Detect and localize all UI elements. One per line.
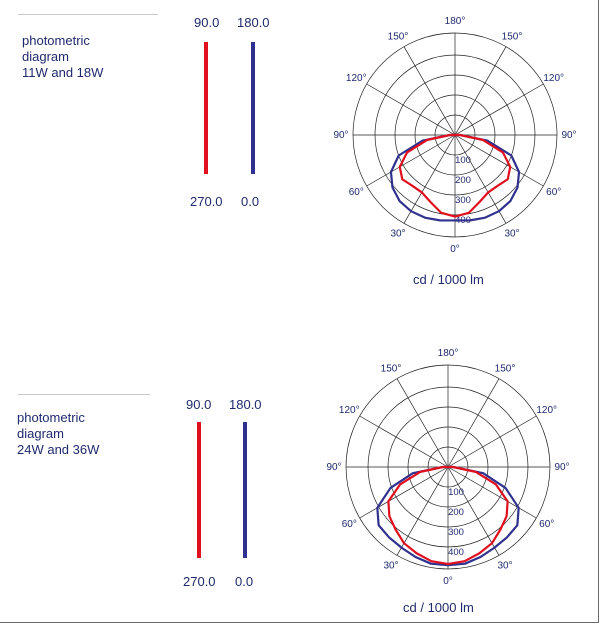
- angle-label: 30°: [390, 229, 405, 240]
- angle-label: 30°: [504, 229, 519, 240]
- grid-spoke: [454, 134, 544, 187]
- angle-label: 120°: [543, 73, 564, 84]
- grid-spoke: [403, 134, 456, 224]
- caption-line: 11W and 18W: [22, 65, 104, 80]
- blue-distribution-curve: [389, 133, 521, 222]
- angle-label: 90°: [554, 462, 569, 473]
- grid-spoke: [454, 46, 507, 136]
- grid-spoke: [359, 415, 449, 468]
- divider-line: [18, 394, 150, 395]
- grid-spoke: [454, 134, 507, 224]
- page-frame: [0, 0, 599, 623]
- angle-label: 90°: [326, 462, 341, 473]
- angle-label: 30°: [383, 561, 398, 572]
- grid-spoke: [366, 83, 456, 136]
- angle-label: 60°: [342, 519, 357, 530]
- angle-label: 150°: [502, 31, 523, 42]
- caption-line: 24W and 36W: [17, 442, 100, 457]
- grid-spoke: [396, 466, 449, 556]
- polar-diagram: 180° 150° 150° 120° 120° 90° 90° 60° 60° 30° 30° 0°…: [333, 16, 576, 255]
- divider-line: [18, 14, 158, 15]
- caption-line: diagram: [22, 49, 69, 64]
- angle-label: 120°: [536, 405, 557, 416]
- legend-red-bottom-label: 270.0: [190, 194, 223, 209]
- ring-value-label: 200: [455, 175, 471, 186]
- ring-value-label: 300: [448, 527, 464, 538]
- angle-label: 150°: [495, 363, 516, 374]
- ring-value-label: 100: [448, 487, 464, 498]
- grid-spoke: [454, 83, 544, 136]
- photometric-panel-1: photometric diagram 11W and 18W 90.0 180…: [0, 0, 600, 312]
- angle-label: 60°: [546, 187, 561, 198]
- legend-blue-top-label: 180.0: [237, 15, 270, 30]
- photometric-panel-2: photometric diagram 24W and 36W 90.0 180…: [0, 330, 600, 642]
- grid-spoke: [359, 466, 449, 519]
- blue-distribution-curve: [376, 465, 520, 567]
- legend-blue-bottom-label: 0.0: [235, 574, 254, 589]
- legend-blue-bar: [243, 422, 247, 558]
- polar-diagram: 180° 150° 150° 120° 120° 90° 90° 60° 60° 30° 30° 0°…: [326, 348, 569, 587]
- unit-label: cd / 1000 lm: [403, 600, 474, 615]
- angle-label: 60°: [539, 519, 554, 530]
- angle-label: 150°: [388, 31, 409, 42]
- legend-red-bottom-label: 270.0: [183, 574, 216, 589]
- grid-spoke: [403, 46, 456, 136]
- ring-value-label: 300: [455, 195, 471, 206]
- angle-label: 180°: [445, 16, 466, 27]
- grid-spoke: [447, 466, 500, 556]
- legend-red-top-label: 90.0: [194, 15, 220, 30]
- caption-line: photometric: [22, 33, 90, 48]
- grid-spoke: [366, 134, 456, 187]
- grid-spoke: [447, 415, 537, 468]
- legend-red-bar: [204, 42, 208, 174]
- caption-line: photometric: [17, 410, 85, 425]
- ring-value-label: 400: [448, 547, 464, 558]
- angle-label: 90°: [561, 130, 576, 141]
- angle-label: 0°: [450, 244, 460, 255]
- angle-label: 120°: [339, 405, 360, 416]
- legend-blue-bottom-label: 0.0: [241, 194, 260, 209]
- legend-blue-top-label: 180.0: [229, 397, 262, 412]
- ring-value-label: 100: [455, 155, 471, 166]
- angle-label: 150°: [381, 363, 402, 374]
- angle-label: 120°: [346, 73, 367, 84]
- angle-label: 90°: [333, 130, 348, 141]
- ring-value-label: 200: [448, 507, 464, 518]
- unit-label: cd / 1000 lm: [413, 272, 484, 287]
- red-distribution-curve: [387, 465, 509, 565]
- red-distribution-curve: [398, 133, 512, 218]
- caption-line: diagram: [17, 426, 64, 441]
- legend-red-top-label: 90.0: [186, 397, 212, 412]
- diagram-caption: photometric diagram 11W and 18W: [22, 33, 103, 81]
- grid-spoke: [447, 466, 537, 519]
- angle-label: 0°: [443, 576, 453, 587]
- angle-label: 180°: [438, 348, 459, 359]
- grid-spoke: [447, 378, 500, 468]
- legend-red-bar: [197, 422, 201, 558]
- legend-blue-bar: [251, 42, 255, 174]
- diagram-caption: photometric diagram 24W and 36W: [17, 410, 99, 458]
- angle-label: 30°: [497, 561, 512, 572]
- grid-spoke: [396, 378, 449, 468]
- angle-label: 60°: [349, 187, 364, 198]
